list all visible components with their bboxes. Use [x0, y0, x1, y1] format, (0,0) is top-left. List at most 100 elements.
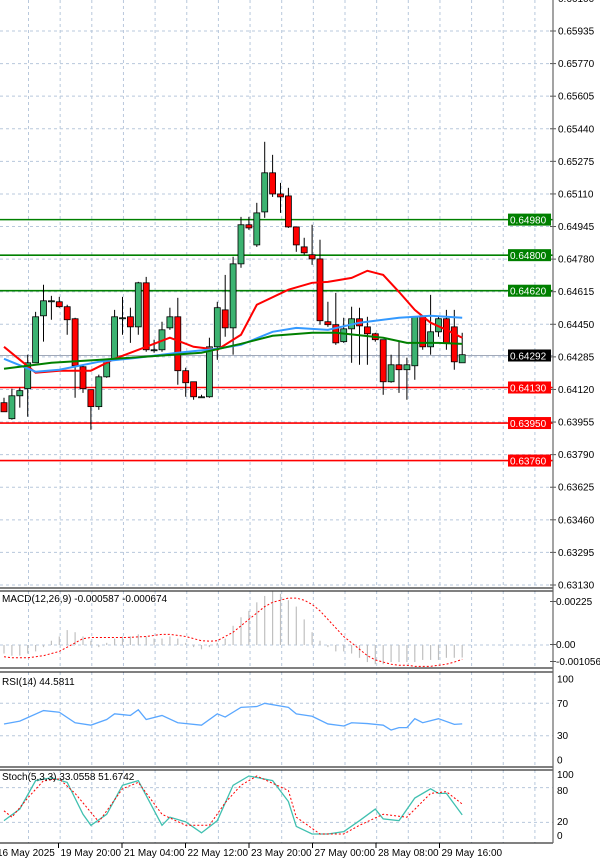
price-axis-label: 0.65275 — [558, 157, 595, 168]
candle[interactable] — [8, 388, 16, 420]
candle[interactable] — [87, 389, 95, 430]
candle[interactable] — [245, 216, 253, 230]
candle[interactable] — [198, 394, 205, 399]
level-label-bg — [508, 417, 551, 430]
candle[interactable] — [134, 281, 142, 335]
candle[interactable] — [340, 317, 348, 343]
candle-body — [324, 321, 332, 326]
candle[interactable] — [237, 216, 245, 268]
candle[interactable] — [95, 374, 103, 410]
indicator-panels[interactable] — [3, 591, 463, 835]
price-axis-label: 0.64285 — [558, 352, 595, 363]
candle[interactable] — [419, 316, 427, 350]
candle-body — [237, 224, 245, 265]
candle[interactable] — [48, 295, 55, 320]
candle-body — [24, 362, 32, 390]
candle[interactable] — [63, 304, 71, 335]
candle[interactable] — [292, 226, 300, 252]
candle-body — [32, 316, 39, 364]
rsi-axis-label: 30 — [557, 731, 569, 742]
candle[interactable] — [111, 309, 118, 361]
candle[interactable] — [427, 294, 435, 355]
price-axis-label: 0.65605 — [558, 92, 595, 103]
candle[interactable] — [332, 292, 340, 345]
candle[interactable] — [0, 397, 8, 413]
axes — [0, 0, 556, 848]
candle[interactable] — [229, 256, 237, 355]
candle[interactable] — [190, 381, 198, 400]
candle[interactable] — [284, 187, 292, 228]
time-axis-label: 27 May 00:00 — [315, 848, 376, 859]
candle[interactable] — [379, 339, 387, 395]
candle[interactable] — [261, 141, 269, 218]
rsi-axis-label: 100 — [557, 675, 574, 686]
candle-body — [198, 396, 205, 399]
stoch-main-line — [3, 775, 463, 835]
candle[interactable] — [213, 301, 221, 360]
candle[interactable] — [411, 316, 419, 380]
candle-body — [142, 282, 150, 351]
candle-body — [134, 282, 142, 328]
candle[interactable] — [324, 301, 332, 327]
candle[interactable] — [182, 367, 190, 397]
price-axis-label: 0.66100 — [558, 0, 595, 5]
candle-body — [269, 172, 277, 195]
candle[interactable] — [221, 274, 229, 337]
candle[interactable] — [40, 284, 47, 342]
macd-axis-label: 0.00 — [556, 640, 576, 651]
candle-body — [190, 381, 198, 398]
stoch-axis-label: 20 — [557, 817, 569, 828]
current-price-bg — [508, 349, 551, 362]
candle[interactable] — [458, 332, 466, 364]
level-label-text: 0.64980 — [510, 216, 547, 227]
candle-body — [308, 254, 316, 260]
level-label: 0.64800 — [508, 249, 551, 262]
candle[interactable] — [363, 316, 371, 365]
candle-body — [174, 316, 182, 372]
candle[interactable] — [127, 307, 134, 343]
price-panel[interactable] — [0, 141, 553, 462]
candle[interactable] — [71, 317, 79, 398]
price-axis-label: 0.64120 — [558, 385, 595, 396]
candle[interactable] — [403, 357, 411, 400]
candle-body — [8, 395, 16, 420]
stoch-axis-label: 100 — [557, 770, 574, 781]
candle[interactable] — [158, 321, 166, 352]
candle[interactable] — [16, 387, 24, 408]
candle[interactable] — [277, 182, 284, 213]
time-axis-label: 19 May 20:00 — [61, 848, 122, 859]
candle[interactable] — [450, 309, 458, 370]
candle-body — [427, 331, 435, 348]
candle[interactable] — [308, 224, 316, 265]
price-axis-label: 0.65770 — [558, 59, 595, 70]
price-axis-label: 0.65935 — [558, 27, 595, 38]
candle-body — [403, 364, 411, 371]
current-price-text: 0.64292 — [510, 351, 547, 362]
grid — [0, 0, 553, 843]
candle-body — [166, 316, 174, 329]
price-axis-label: 0.64450 — [558, 320, 595, 331]
candle[interactable] — [32, 311, 39, 364]
candle[interactable] — [150, 339, 158, 353]
candle[interactable] — [300, 237, 308, 255]
candle-body — [16, 390, 24, 397]
level-label: 0.64980 — [508, 213, 551, 227]
candle[interactable] — [387, 354, 395, 383]
candle[interactable] — [166, 307, 174, 330]
candle[interactable] — [269, 154, 277, 197]
macd-axis-label: -0.001056 — [556, 657, 600, 668]
candle[interactable] — [253, 202, 261, 247]
candle-body — [71, 318, 79, 367]
candle[interactable] — [142, 276, 150, 352]
candle[interactable] — [55, 296, 63, 308]
price-axis-label: 0.63625 — [558, 483, 595, 494]
candle[interactable] — [79, 364, 87, 393]
candle-body — [0, 402, 8, 413]
candle[interactable] — [395, 341, 403, 393]
candle-body — [221, 309, 229, 329]
current-price-label: 0.64292 — [508, 349, 551, 362]
candle[interactable] — [119, 296, 126, 335]
candle[interactable] — [205, 337, 213, 398]
candle-body — [79, 366, 87, 390]
